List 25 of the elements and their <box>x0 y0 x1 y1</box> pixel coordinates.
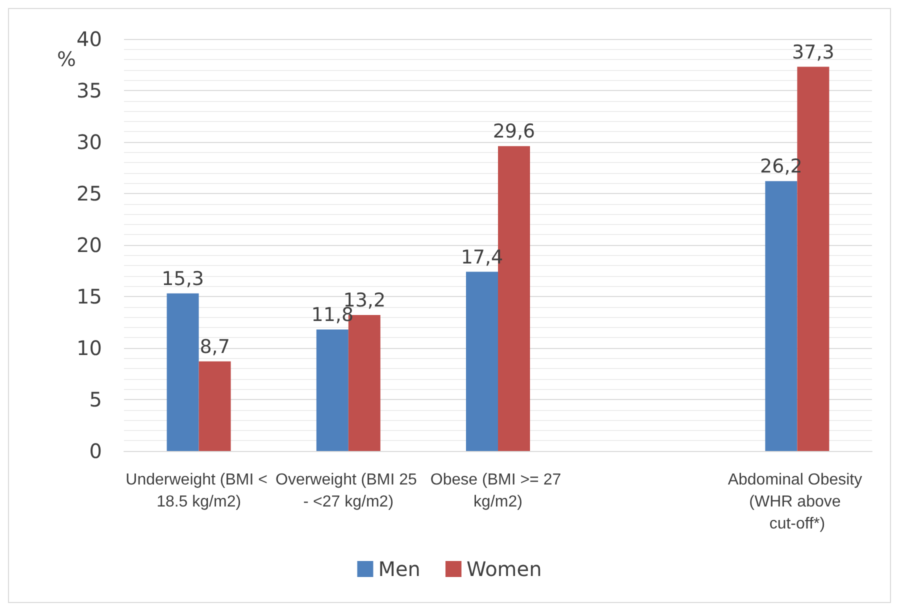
text: 29,6 <box>492 120 536 143</box>
bar <box>466 272 498 451</box>
bar <box>316 329 348 451</box>
y-tick-label: 25 <box>76 182 102 206</box>
text: 15,3 <box>162 268 204 290</box>
y-tick-label: 0 <box>89 439 102 463</box>
y-tick-label: 10 <box>76 336 102 360</box>
y-tick-label: 15 <box>76 284 102 308</box>
y-tick-label: 5 <box>89 388 102 412</box>
legend-label: Men <box>378 557 420 581</box>
x-tick-label: Obese (BMI >= 27 kg/m2) <box>430 472 566 510</box>
y-tick-label: 40 <box>76 27 102 51</box>
legend-label: Women <box>466 557 542 581</box>
bar <box>166 293 199 451</box>
text: 37,3 <box>792 41 834 64</box>
x-tick-label: Underweight (BMI < 18.5 kg/m2) <box>126 472 272 510</box>
y-tick-label: 30 <box>76 130 102 154</box>
bar <box>198 361 231 451</box>
y-axis-title: % <box>56 47 76 71</box>
bar <box>765 181 798 451</box>
y-tick-label: 35 <box>76 78 102 102</box>
x-tick-label: Abdominal Obesity (WHR above cut-off*) <box>728 472 867 532</box>
y-tick-label: 20 <box>76 233 102 257</box>
text: 8,7 <box>200 336 230 358</box>
x-tick-label: Overweight (BMI 25 - <27 kg/m2) <box>275 472 422 510</box>
